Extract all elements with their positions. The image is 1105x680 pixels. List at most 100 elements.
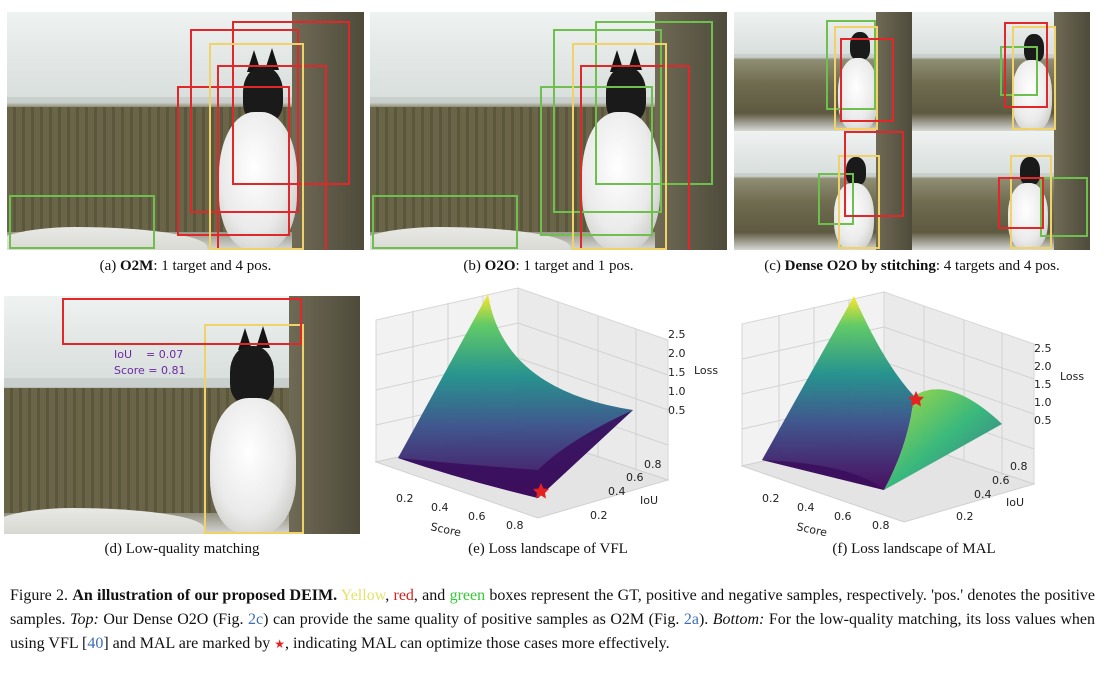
iou-axis-label: IoU	[640, 494, 658, 507]
loss-surface-shade	[398, 410, 633, 498]
loss-surface	[762, 296, 914, 490]
positive-box	[840, 38, 894, 122]
dog-body	[210, 398, 296, 534]
score-tick: 0.6	[834, 510, 852, 523]
caption-text: , indicating MAL can optimize those case…	[285, 635, 670, 652]
subcaption-bold: O2M	[120, 258, 154, 274]
figure-caption: Figure 2. An illustration of our propose…	[10, 584, 1095, 656]
subcaption-e: (e) Loss landscape of VFL	[468, 541, 628, 557]
positive-box	[62, 298, 302, 345]
iou-readout: IoU = 0.07	[114, 348, 184, 361]
gt-box	[838, 155, 880, 249]
loss-tick: 2.0	[1034, 360, 1052, 373]
positive-box	[190, 29, 299, 213]
caption-bottom-label: Bottom:	[712, 611, 765, 628]
positive-box	[1004, 22, 1048, 108]
door-frame	[876, 131, 912, 250]
caption-text: Our Dense O2O (Fig.	[98, 611, 249, 628]
negative-box	[553, 29, 662, 213]
red-star-icon: ★	[274, 637, 286, 651]
gt-box	[1012, 26, 1056, 130]
positive-box	[217, 65, 327, 250]
loss-surface-hump	[884, 389, 1002, 490]
gt-box	[209, 43, 304, 250]
score-tick: 0.4	[797, 501, 815, 514]
loss-tick: 1.0	[668, 385, 686, 398]
iou-axis-label: IoU	[1006, 496, 1024, 509]
iou-tick: 0.6	[626, 471, 644, 484]
caption-red-word: red	[393, 587, 414, 604]
figure-2c-image	[734, 12, 1090, 250]
bed-sheet	[370, 227, 570, 250]
negative-box	[372, 195, 518, 249]
loss-tick: 2.0	[668, 347, 686, 360]
caption-text: For the low-quality matching, its loss v…	[10, 611, 1096, 652]
caption-text: ] and MAL are marked by	[103, 635, 275, 652]
score-tick: 0.6	[468, 510, 486, 523]
ref-fig-2c-link[interactable]: 2c	[248, 611, 264, 628]
bed-sheet	[7, 227, 207, 250]
iou-tick: 0.8	[1010, 460, 1028, 473]
figure-2a-image	[7, 12, 364, 250]
caption-top-label: Top:	[70, 611, 99, 628]
positive-box	[232, 21, 350, 185]
door-frame	[1054, 12, 1090, 131]
loss-tick: 1.5	[668, 366, 686, 379]
loss-tick: 2.5	[668, 328, 686, 341]
loss-tick: 2.5	[1034, 342, 1052, 355]
subcaption-b: (b) O2O: 1 target and 1 pos.	[370, 258, 727, 275]
door-frame	[655, 12, 727, 250]
citation-40-link[interactable]: 40	[87, 635, 104, 652]
figure-2f-plot: 2.5 2.0 1.5 1.0 0.5 Loss 0.8 0.6 0.4 0.2…	[740, 291, 1084, 538]
positive-box	[177, 86, 290, 236]
iou-tick: 0.2	[956, 510, 974, 523]
caption-text: boxes represent the GT, positive and neg…	[10, 587, 1096, 628]
gt-box	[834, 26, 878, 130]
subcaption-bold: Dense O2O by stitching	[784, 258, 936, 274]
score-readout: Score = 0.81	[114, 364, 186, 377]
negative-box	[1000, 46, 1038, 96]
subcaption-rest: : 1 target and 1 pos.	[515, 258, 634, 274]
caption-text: ) can provide the same quality of positi…	[263, 611, 684, 628]
score-tick: 0.8	[506, 519, 524, 532]
mosaic-tile-bottom-left	[734, 131, 912, 250]
door-frame	[1054, 131, 1090, 250]
subcaption-rest: : 4 targets and 4 pos.	[935, 258, 1060, 274]
gt-box	[572, 43, 667, 250]
red-star-marker	[533, 483, 549, 499]
ref-fig-2a-link[interactable]: 2a	[683, 611, 699, 628]
negative-box	[540, 86, 653, 236]
negative-box	[9, 195, 155, 249]
dog-head	[846, 157, 866, 185]
caption-green-word: green	[449, 587, 486, 604]
positive-box	[580, 65, 690, 250]
loss-axis-label: Loss	[694, 364, 718, 377]
iou-tick: 0.6	[992, 474, 1010, 487]
gt-box	[1010, 155, 1052, 249]
score-axis-label: Score	[795, 520, 828, 538]
iou-tick: 0.4	[974, 488, 992, 501]
loss-tick: 0.5	[668, 404, 686, 417]
dog-body	[838, 58, 878, 131]
mosaic-tile-bottom-right	[912, 131, 1090, 250]
dog-ear	[265, 48, 279, 70]
score-axis-label: Score	[429, 520, 462, 538]
figure-2b-image	[370, 12, 727, 250]
caption-text: ,	[385, 587, 394, 604]
negative-box	[1040, 177, 1088, 237]
negative-box	[826, 20, 876, 110]
dog-head	[1024, 34, 1044, 62]
score-tick: 0.2	[762, 492, 780, 505]
caption-text: ).	[698, 611, 713, 628]
subcaption-c: (c) Dense O2O by stitching: 4 targets an…	[730, 258, 1094, 275]
subcaption-prefix: (c)	[764, 258, 785, 274]
gt-box	[204, 324, 304, 534]
subcaption-bold: O2O	[484, 258, 516, 274]
subcaption-prefix: (b)	[463, 258, 485, 274]
mosaic-tile-top-left	[734, 12, 912, 131]
iou-tick: 0.8	[644, 458, 662, 471]
score-tick: 0.4	[431, 501, 449, 514]
iou-tick: 0.4	[608, 485, 626, 498]
negative-box	[595, 21, 713, 185]
figure-2e-plot: 2.5 2.0 1.5 1.0 0.5 Loss 0.8 0.6 0.4 0.2…	[374, 287, 718, 538]
